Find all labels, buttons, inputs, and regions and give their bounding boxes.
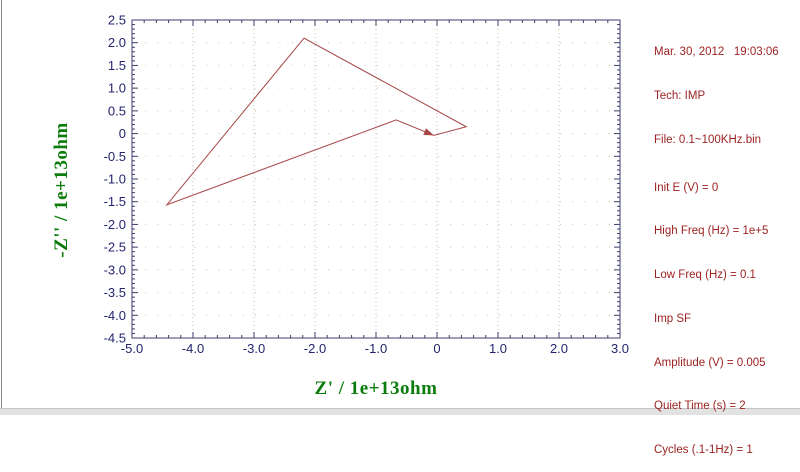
y-tick-label: -4.5 [104,331,126,346]
y-tick-label: 2.0 [108,35,126,50]
y-tick-label: -3.0 [104,262,126,277]
window-bottom-bar [0,408,800,415]
x-tick-label: -5.0 [121,341,143,356]
x-axis-title: Z' / 1e+13ohm [314,378,438,399]
x-tick-label: -3.0 [243,341,265,356]
nyquist-plot-canvas: -5.0 -4.0 -3.0 -2.0 -1.0 0 1.0 2.0 3.0 2.5 2.0 1.5 1… [104,13,629,357]
init-e-line: Init E (V) = 0 [654,181,719,194]
x-tick-label: 3.0 [611,341,629,356]
parameter-panel: Mar. 30, 2012 19:03:06 Tech: IMP File: 0… [654,16,799,472]
y-tick-label: 1.5 [108,58,126,73]
y-tick-label: 0 [119,126,126,141]
x-tick-label: 0 [433,341,440,356]
timestamp-line: Mar. 30, 2012 19:03:06 [654,46,779,59]
x-tick-label: -1.0 [365,341,387,356]
window-left-border [1,0,2,408]
y-tick-label: -2.5 [104,240,126,255]
file-line: File: 0.1~100KHz.bin [654,133,762,146]
x-tick-label: -4.0 [182,341,204,356]
impedance-curve [165,37,468,207]
low-freq-line: Low Freq (Hz) = 0.1 [654,269,756,282]
y-tick-label: -2.0 [104,217,126,232]
amplitude-line: Amplitude (V) = 0.005 [654,356,766,369]
y-tick-label: -0.5 [104,149,126,164]
x-tick-label: 1.0 [489,341,507,356]
plot-frame [131,19,621,339]
y-tick-label: 0.5 [108,103,126,118]
quiet-time-line: Quiet Time (s) = 2 [654,400,746,413]
x-tick-label: 2.0 [550,341,568,356]
y-tick-label: -3.5 [104,285,126,300]
y-tick-label: -1.0 [104,172,126,187]
tech-line: Tech: IMP [654,89,706,102]
y-tick-label: 2.5 [108,13,126,28]
y-tick-label: -1.5 [104,194,126,209]
sweep-direction-arrow [423,128,434,136]
y-tick-label: -4.0 [104,308,126,323]
high-freq-line: High Freq (Hz) = 1e+5 [654,225,769,238]
y-tick-label: 1.0 [108,81,126,96]
y-axis-title: -Z'' / 1e+13ohm [51,122,72,258]
cycles-line: Cycles (.1-1Hz) = 1 [654,444,753,457]
x-tick-label: -2.0 [304,341,326,356]
imp-sf-line: Imp SF [654,312,692,325]
